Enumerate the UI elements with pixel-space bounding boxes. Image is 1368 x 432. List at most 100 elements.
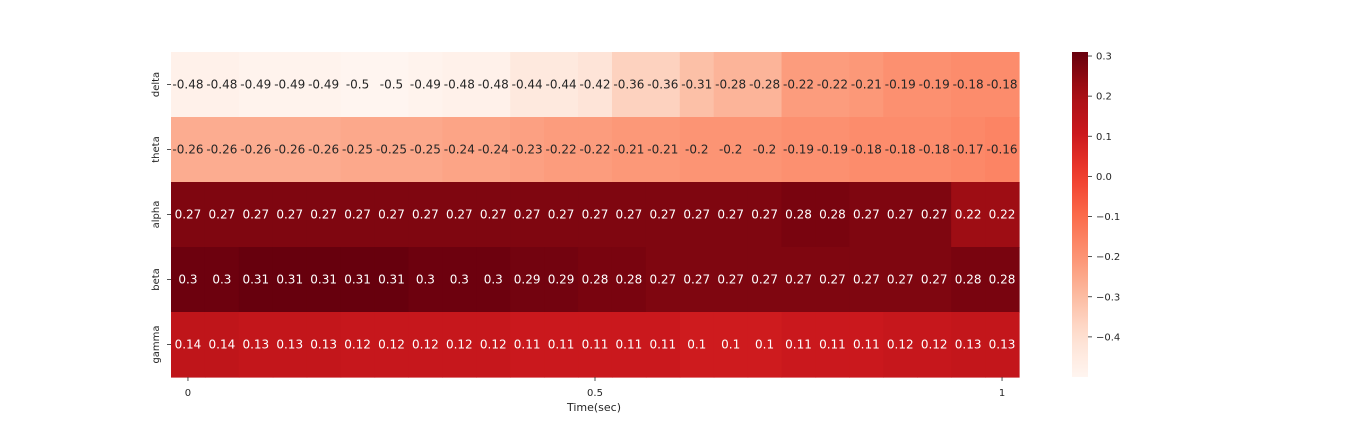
x-tick-label: 0.5	[587, 388, 603, 399]
heatmap-cell	[815, 182, 850, 248]
heatmap-cell	[747, 52, 783, 118]
heatmap-cell	[204, 182, 240, 248]
heatmap-cell	[171, 52, 206, 118]
heatmap-cell	[306, 182, 342, 248]
heatmap-cell	[815, 312, 850, 378]
cell-value-label: 0.27	[683, 208, 710, 222]
heatmap-cell	[306, 117, 342, 183]
heatmap-cell	[917, 117, 952, 183]
cell-value-label: 0.12	[921, 338, 948, 352]
cell-value-label: -0.22	[579, 143, 610, 157]
cell-value-label: 0.31	[378, 273, 405, 287]
heatmap-cell	[171, 312, 206, 378]
heatmap-cell	[849, 117, 884, 183]
cell-value-label: 0.14	[175, 338, 202, 352]
heatmap-cell	[713, 117, 749, 183]
heatmap-cell	[374, 312, 410, 378]
heatmap-cell	[442, 52, 477, 118]
cell-value-label: -0.42	[579, 78, 610, 92]
cell-value-label: -0.18	[987, 78, 1018, 92]
cell-value-label: 0.22	[955, 208, 982, 222]
heatmap-cell	[849, 52, 884, 118]
cell-value-label: 0.13	[310, 338, 337, 352]
heatmap-cell	[747, 182, 783, 248]
cell-value-label: 0.13	[989, 338, 1016, 352]
cell-value-label: -0.21	[613, 143, 644, 157]
heatmap-cell	[272, 182, 308, 248]
cell-value-label: -0.49	[240, 78, 271, 92]
cell-value-label: 0.27	[717, 208, 744, 222]
cell-value-label: -0.23	[512, 143, 543, 157]
heatmap-cell	[238, 117, 274, 183]
cell-value-label: -0.48	[478, 78, 509, 92]
cell-value-label: 0.27	[683, 273, 710, 287]
cell-value-label: 0.1	[687, 338, 706, 352]
cell-value-label: -0.26	[206, 143, 237, 157]
heatmap-cell	[272, 247, 308, 313]
cell-value-label: 0.31	[276, 273, 303, 287]
cell-value-label: 0.11	[548, 338, 575, 352]
cell-value-label: 0.27	[276, 208, 303, 222]
heatmap-cell	[917, 312, 952, 378]
x-axis-label: Time(sec)	[566, 401, 621, 414]
cell-value-label: 0.31	[310, 273, 337, 287]
heatmap-cell	[374, 52, 410, 118]
heatmap-cell	[374, 247, 410, 313]
heatmap-cell	[238, 312, 274, 378]
cell-value-label: -0.25	[342, 143, 373, 157]
cell-value-label: 0.31	[242, 273, 269, 287]
cell-value-label: 0.29	[548, 273, 575, 287]
heatmap-cell	[985, 182, 1020, 248]
cell-value-label: -0.19	[783, 143, 814, 157]
heatmap-cell	[340, 117, 376, 183]
cell-value-label: 0.3	[416, 273, 435, 287]
heatmap-cell	[713, 312, 749, 378]
cell-value-label: 0.27	[582, 208, 609, 222]
heatmap-cell	[374, 117, 410, 183]
cell-value-label: -0.21	[851, 78, 882, 92]
heatmap-cell	[713, 52, 749, 118]
cell-value-label: 0.27	[344, 208, 371, 222]
heatmap-cell	[544, 182, 579, 248]
cell-value-label: 0.27	[412, 208, 439, 222]
x-axis-ticks: 0 0.5 1	[185, 377, 1005, 399]
cell-value-label: -0.21	[647, 143, 678, 157]
cell-value-label: -0.26	[274, 143, 305, 157]
heatmap-cell	[985, 117, 1020, 183]
cell-value-label: -0.18	[953, 78, 984, 92]
cell-value-label: 0.27	[785, 273, 812, 287]
heatmap-cell	[645, 182, 681, 248]
x-tick-label: 0	[185, 388, 191, 399]
heatmap-cell	[272, 117, 308, 183]
cell-value-label: 0.28	[819, 208, 846, 222]
heatmap-cell	[578, 247, 613, 313]
cell-value-label: 0.3	[450, 273, 469, 287]
colorbar-gradient	[1072, 52, 1088, 377]
cell-value-label: -0.22	[546, 143, 577, 157]
cell-value-label: -0.31	[681, 78, 712, 92]
heatmap-cell	[510, 312, 545, 378]
heatmap-cell	[883, 312, 918, 378]
heatmap-cell	[645, 52, 681, 118]
cell-value-label: -0.25	[376, 143, 407, 157]
colorbar-tick-label: −0.2	[1096, 252, 1120, 263]
heatmap-cell	[510, 52, 545, 118]
cell-value-label: 0.12	[344, 338, 371, 352]
cell-value-label: 0.27	[887, 208, 914, 222]
cell-value-label: 0.27	[819, 273, 846, 287]
cell-value-label: 0.27	[616, 208, 643, 222]
cell-value-label: 0.27	[548, 208, 575, 222]
cell-value-label: -0.49	[274, 78, 305, 92]
cell-value-label: -0.36	[613, 78, 644, 92]
cell-value-label: 0.11	[582, 338, 609, 352]
heatmap-cell	[781, 182, 817, 248]
heatmap-cell	[476, 247, 511, 313]
heatmap-cell	[272, 52, 308, 118]
cell-value-label: -0.17	[953, 143, 984, 157]
cell-value-label: 0.22	[989, 208, 1016, 222]
cell-value-label: 0.27	[921, 273, 948, 287]
heatmap-cell	[171, 182, 206, 248]
cell-value-label: -0.24	[444, 143, 475, 157]
row-label: beta	[151, 268, 162, 291]
heatmap-cell	[815, 52, 850, 118]
